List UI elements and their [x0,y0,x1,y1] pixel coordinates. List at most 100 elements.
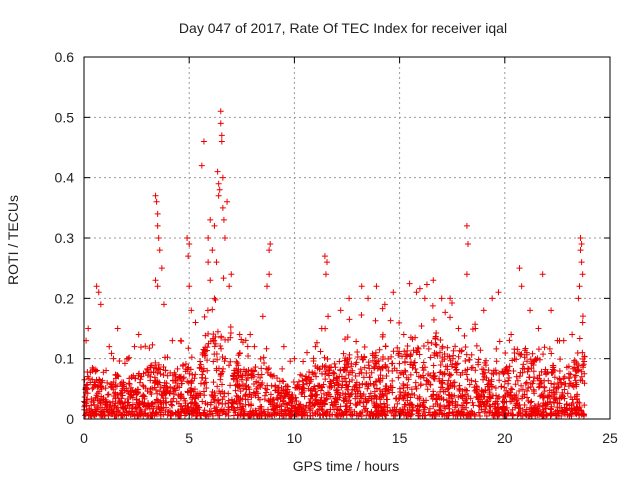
data-point [509,406,516,413]
x-tick-label: 10 [287,430,303,446]
data-point [400,331,407,338]
y-axis: 0 0.1 0.2 0.3 0.4 0.5 0.6 [55,49,610,427]
data-point [322,368,329,375]
data-point [468,377,475,384]
data-point [103,398,110,405]
data-point [334,386,341,393]
data-point [323,392,330,399]
data-point [392,412,399,419]
data-point [264,366,271,373]
data-point [477,412,484,419]
data-point [180,374,187,381]
data-point [267,241,274,248]
data-point [581,411,588,418]
data-point [444,344,451,351]
data-point [468,408,475,415]
data-point [540,412,547,419]
data-point [344,334,351,341]
data-point [524,368,531,375]
data-point [201,313,208,320]
data-point [172,379,179,386]
data-point [227,329,234,336]
data-points [81,108,588,419]
x-tick-label: 5 [185,430,193,446]
data-point [257,374,264,381]
data-point [416,285,423,292]
data-point [526,374,533,381]
data-point [312,343,319,350]
data-point [269,397,276,404]
data-point [360,374,367,381]
data-point [303,409,310,416]
x-tick-label: 0 [80,430,88,446]
data-point [394,344,401,351]
data-point [344,356,351,363]
data-point [574,399,581,406]
data-point [347,392,354,399]
data-point [211,351,218,358]
data-point [402,401,409,408]
data-point [233,381,240,388]
data-point [516,350,523,357]
data-point [162,354,169,361]
data-point [214,408,221,415]
data-point [389,368,396,375]
data-point [201,392,208,399]
data-point [376,346,383,353]
data-point [213,367,220,374]
data-point [516,401,523,408]
data-point [217,120,224,127]
data-point [322,376,329,383]
data-point [104,403,111,410]
data-point [528,398,535,405]
data-point [88,408,95,415]
data-point [483,412,490,419]
data-point [430,388,437,395]
data-point [472,378,479,385]
data-point [357,366,364,373]
data-point [325,313,332,320]
chart-title: Day 047 of 2017, Rate Of TEC Index for r… [179,20,507,36]
data-point [312,411,319,418]
data-point [387,317,394,324]
data-point [383,385,390,392]
data-point [158,401,165,408]
data-point [211,389,218,396]
data-point [516,265,523,272]
data-point [489,295,496,302]
data-point [234,404,241,411]
data-point [472,325,479,332]
data-point [346,378,353,385]
data-point [182,360,189,367]
data-point [313,373,320,380]
data-point [579,349,586,356]
data-point [215,192,222,199]
data-point [218,406,225,413]
data-point [496,377,503,384]
data-point [217,342,224,349]
data-point [397,389,404,396]
data-point [211,222,218,229]
data-point [318,403,325,410]
data-point [459,404,466,411]
data-point [401,367,408,374]
data-point [320,390,327,397]
data-point [258,412,265,419]
data-point [198,162,205,169]
data-point [280,343,287,350]
data-point [358,353,365,360]
data-point [306,374,313,381]
data-point [405,391,412,398]
data-point [430,316,437,323]
data-point [493,358,500,365]
data-point [317,348,324,355]
data-point [381,408,388,415]
data-point [267,401,274,408]
data-point [449,300,456,307]
data-point [543,370,550,377]
data-point [241,366,248,373]
data-point [329,402,336,409]
data-point [523,387,530,394]
data-point [169,377,176,384]
data-point [158,391,165,398]
